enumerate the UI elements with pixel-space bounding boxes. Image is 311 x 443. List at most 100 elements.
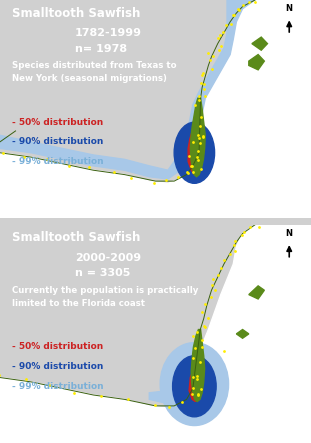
Point	[21, 154, 26, 161]
Text: N: N	[286, 229, 293, 238]
Point	[87, 163, 92, 171]
Polygon shape	[252, 37, 267, 50]
Point	[237, 6, 242, 13]
Point	[247, 223, 252, 230]
Point	[196, 131, 201, 138]
Point	[164, 176, 169, 183]
Point	[220, 29, 225, 36]
Point	[221, 348, 226, 355]
Point	[195, 154, 200, 161]
Point	[166, 403, 171, 410]
Point	[197, 93, 202, 100]
Point	[190, 138, 195, 145]
Point	[111, 168, 116, 175]
Point	[221, 256, 226, 263]
Text: - 50% distribution: - 50% distribution	[12, 118, 104, 127]
Ellipse shape	[173, 356, 216, 417]
Point	[193, 345, 198, 352]
Point	[224, 22, 229, 29]
Text: limited to the Florida coast: limited to the Florida coast	[12, 299, 146, 308]
Point	[239, 231, 244, 238]
Point	[198, 79, 203, 86]
Point	[190, 169, 195, 176]
Point	[195, 390, 200, 397]
Point	[218, 264, 223, 271]
Point	[0, 149, 5, 156]
Point	[213, 286, 218, 293]
Point	[45, 155, 50, 162]
Point	[241, 229, 246, 236]
Text: - 99% distribution: - 99% distribution	[12, 382, 104, 391]
Point	[246, 0, 251, 6]
Point	[198, 113, 203, 120]
Text: 2000-2009: 2000-2009	[75, 253, 141, 263]
Point	[202, 324, 207, 331]
Ellipse shape	[160, 342, 229, 426]
Point	[196, 147, 201, 154]
Point	[206, 49, 211, 56]
Text: Smalltooth Sawfish: Smalltooth Sawfish	[12, 7, 141, 19]
Point	[201, 322, 206, 329]
Point	[228, 21, 233, 28]
Point	[202, 85, 207, 93]
Point	[217, 47, 222, 54]
Point	[194, 376, 199, 383]
Point	[232, 238, 237, 245]
Point	[198, 122, 203, 129]
Point	[198, 385, 203, 392]
Point	[72, 390, 77, 397]
Point	[189, 390, 194, 397]
Point	[240, 2, 245, 9]
Point	[203, 92, 208, 99]
Point	[203, 300, 208, 307]
Point	[176, 174, 181, 181]
Polygon shape	[0, 0, 255, 179]
Polygon shape	[188, 127, 199, 175]
Point	[201, 132, 206, 139]
Polygon shape	[0, 225, 311, 443]
Point	[99, 392, 104, 400]
Point	[231, 12, 236, 19]
Point	[256, 223, 261, 230]
Text: Smalltooth Sawfish: Smalltooth Sawfish	[12, 231, 141, 245]
Text: n = 3305: n = 3305	[75, 268, 130, 278]
Point	[218, 43, 223, 50]
Text: - 90% distribution: - 90% distribution	[12, 137, 104, 146]
Text: 1782-1999: 1782-1999	[75, 28, 142, 39]
Point	[209, 66, 214, 73]
Point	[252, 0, 257, 6]
Point	[199, 336, 204, 343]
Point	[184, 169, 189, 176]
Point	[197, 140, 202, 147]
Point	[67, 163, 72, 170]
Point	[211, 276, 216, 283]
Polygon shape	[249, 286, 264, 299]
Point	[196, 134, 201, 141]
Text: Currently the population is practically: Currently the population is practically	[12, 286, 199, 295]
Point	[235, 6, 240, 13]
Polygon shape	[189, 367, 199, 401]
Point	[180, 399, 185, 406]
Point	[209, 282, 214, 289]
Polygon shape	[149, 386, 187, 404]
Point	[200, 308, 205, 315]
Text: N: N	[286, 4, 293, 13]
Point	[201, 81, 206, 88]
Point	[200, 71, 205, 78]
Polygon shape	[0, 0, 311, 218]
Point	[128, 174, 133, 181]
Point	[190, 332, 195, 339]
Point	[215, 35, 220, 42]
Point	[230, 11, 235, 18]
Point	[208, 56, 213, 63]
Point	[186, 152, 191, 159]
Polygon shape	[190, 98, 205, 177]
Point	[153, 401, 158, 408]
Point	[188, 163, 193, 170]
Polygon shape	[236, 330, 249, 338]
Point	[46, 382, 51, 389]
Text: - 90% distribution: - 90% distribution	[12, 362, 104, 371]
Text: - 50% distribution: - 50% distribution	[12, 342, 104, 351]
Point	[198, 358, 203, 365]
Point	[228, 251, 233, 258]
